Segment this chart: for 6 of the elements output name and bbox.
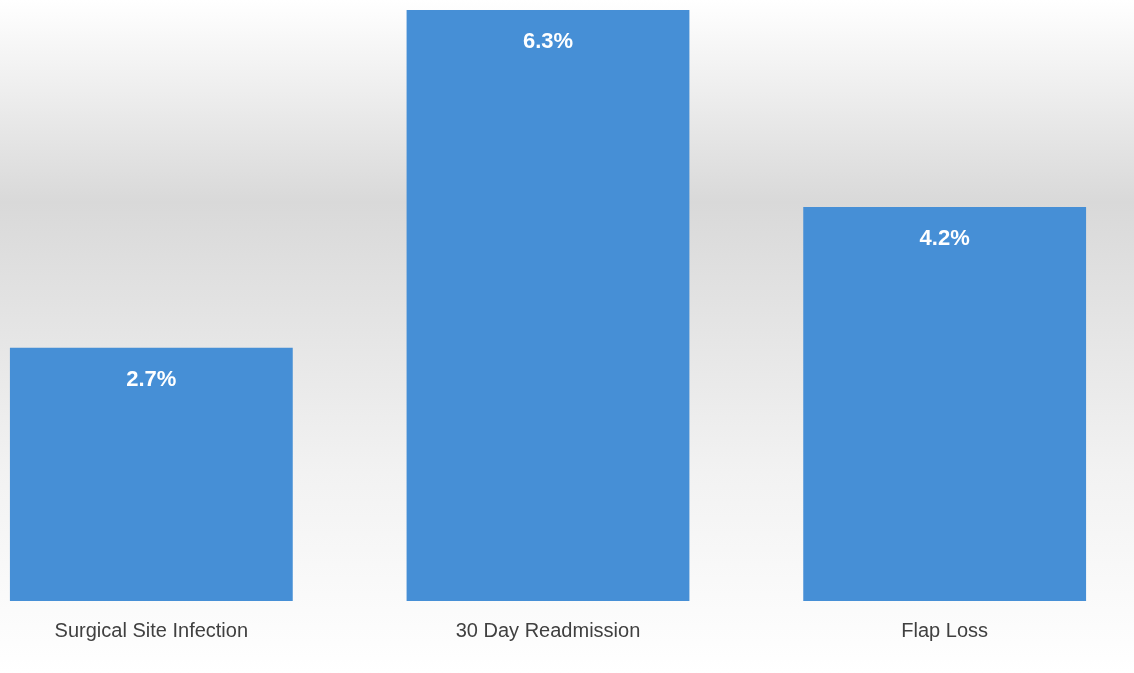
- data-label: 2.7%: [126, 365, 177, 391]
- data-label: 6.3%: [522, 28, 574, 54]
- data-label: 4.2%: [919, 225, 970, 251]
- x-tick-label: 30 Day Readmission: [455, 618, 641, 641]
- x-tick-label: Flap Loss: [901, 618, 989, 641]
- x-tick-label: Surgical Site Infection: [54, 618, 249, 641]
